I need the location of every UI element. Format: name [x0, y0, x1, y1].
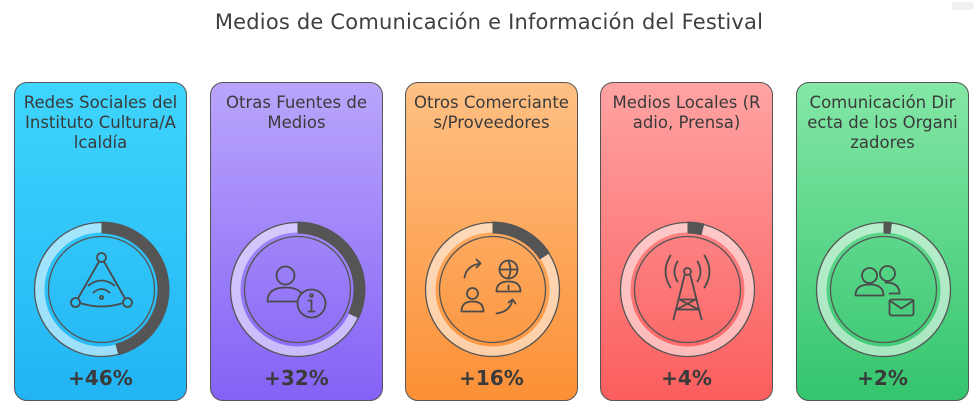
gauge	[618, 220, 757, 359]
gauge-outline	[815, 221, 952, 358]
card-label: Medios Locales (Radio, Prensa)	[612, 93, 761, 132]
media-card: Otros Comerciantes/Proveedores +16%	[405, 82, 578, 401]
user-exchange-icon	[460, 258, 522, 315]
users-message-icon	[854, 265, 915, 317]
card-label: Otros Comerciantes/Proveedores	[414, 93, 569, 132]
media-card: Medios Locales (Radio, Prensa) +4%	[600, 82, 773, 401]
gauge-inner-outline	[829, 235, 938, 344]
gauge-svg	[619, 221, 756, 358]
card-label: Redes Sociales del Instituto Cultura/Alc…	[23, 93, 178, 152]
gauge-value-arc	[297, 221, 366, 319]
gauge-track	[816, 222, 951, 357]
gauge-value-arc	[101, 221, 170, 356]
card-value: +16%	[459, 366, 524, 390]
radio-tower-icon	[664, 254, 711, 321]
gauge-track	[620, 222, 755, 357]
corner-decoration	[952, 2, 974, 10]
gauge-svg	[424, 221, 561, 358]
gauge-outline	[619, 221, 756, 358]
gauge	[32, 220, 171, 359]
gauge-value-arc	[687, 221, 705, 236]
gauge-inner-outline	[633, 235, 742, 344]
chart-title: Medios de Comunicación e Información del…	[214, 10, 764, 34]
media-card: Comunicación Directa de los Organizadore…	[796, 82, 969, 401]
gauge-svg	[815, 221, 952, 358]
gauge-inner-outline	[47, 235, 156, 344]
gauge-value-arc	[492, 221, 550, 260]
gauge	[228, 220, 367, 359]
gauge-inner-outline	[438, 235, 547, 344]
card-value: +46%	[68, 366, 133, 390]
card-label: Comunicación Directa de los Organizadore…	[807, 93, 958, 152]
card-value: +4%	[661, 366, 712, 390]
card-value: +32%	[264, 366, 329, 390]
media-card: Redes Sociales del Instituto Cultura/Alc…	[14, 82, 187, 401]
card-value: +2%	[857, 366, 908, 390]
user-info-icon	[266, 265, 327, 319]
gauge-svg	[33, 221, 170, 358]
wifi-network-icon	[70, 252, 133, 308]
gauge	[814, 220, 953, 359]
gauge-svg	[229, 221, 366, 358]
gauge	[423, 220, 562, 359]
card-label: Otras Fuentes de Medios	[226, 93, 367, 132]
media-card: Otras Fuentes de Medios +32%	[210, 82, 383, 401]
gauge-inner-outline	[243, 235, 352, 344]
